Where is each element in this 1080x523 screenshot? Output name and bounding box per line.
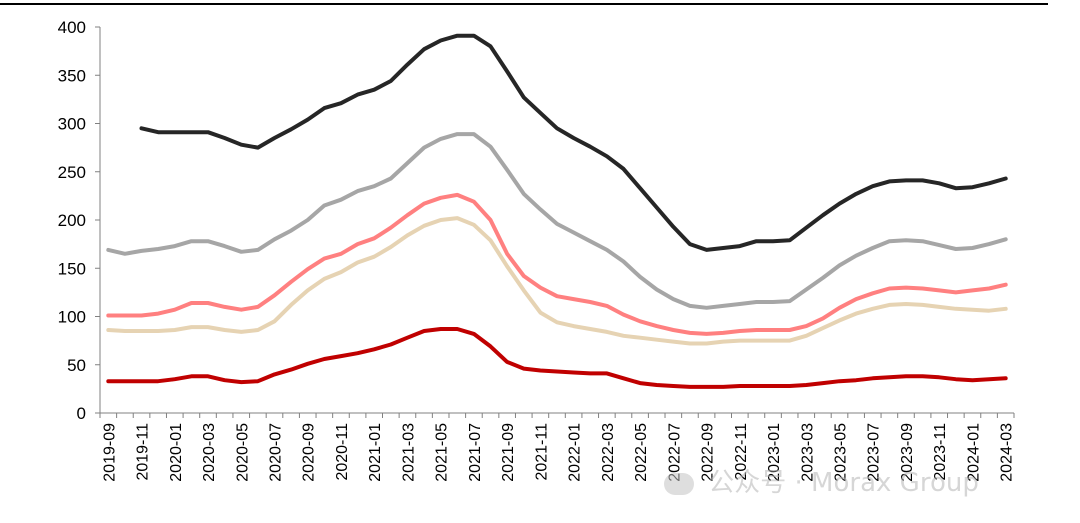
x-tick-label: 2023-01 [766,423,783,482]
y-tick-label: 150 [58,259,86,278]
series-beige-line [106,216,1008,346]
watermark-text: 公众号 · Morax Group [708,468,979,498]
x-tick-label: 2023-07 [866,423,883,482]
x-tick-label: 2022-05 [633,423,650,482]
x-tick-label: 2022-11 [733,423,750,481]
x-tick-label: 2021-11 [533,423,550,481]
series-grey-line [106,132,1008,310]
x-tick-label: 2021-03 [400,423,417,482]
y-tick-label: 300 [58,115,86,134]
y-tick-label: 200 [58,211,86,230]
y-tick-label: 250 [58,163,86,182]
x-tick-label: 2020-11 [334,423,351,481]
x-tick-label: 2021-09 [500,423,517,482]
series-red-line [106,327,1008,389]
x-tick-label: 2022-09 [700,423,717,482]
x-tick-label: 2020-01 [168,423,185,482]
x-tick-label: 2022-07 [666,423,683,482]
x-tick-label: 2020-09 [301,423,318,482]
y-tick-label: 0 [77,404,86,423]
x-tick-label: 2019-11 [135,423,152,481]
x-tick-label: 2023-11 [932,423,949,481]
x-tick-label: 2021-01 [367,423,384,482]
x-tick-label: 2024-01 [965,423,982,482]
chart-series [106,33,1008,389]
chart-axes: 0 50 100 150 200 250 300 350 400 2019-09 2019-11 20… [58,18,1016,482]
x-tick-label: 2019-09 [101,423,118,482]
series-pink-line [106,192,1008,336]
x-tick-label: 2023-05 [833,423,850,482]
x-tick-label: 2023-03 [799,423,816,482]
x-tick-label: 2022-01 [567,423,584,482]
y-tick-label: 100 [58,308,86,327]
watermark: 公众号 · Morax Group [664,462,1064,502]
y-tick-label: 50 [67,356,86,375]
series-black-line [139,33,1008,252]
y-tick-label: 350 [58,66,86,85]
wechat-icon [664,472,694,495]
x-tick-label: 2021-07 [467,423,484,482]
x-tick-label: 2024-03 [999,423,1016,482]
x-tick-label: 2021-05 [434,423,451,482]
x-tick-label: 2020-03 [201,423,218,482]
x-tick-label: 2023-09 [899,423,916,482]
x-tick-label: 2020-05 [234,423,251,482]
x-tick-label: 2022-03 [600,423,617,482]
y-tick-label: 400 [58,18,86,37]
x-tick-label: 2020-07 [267,423,284,482]
